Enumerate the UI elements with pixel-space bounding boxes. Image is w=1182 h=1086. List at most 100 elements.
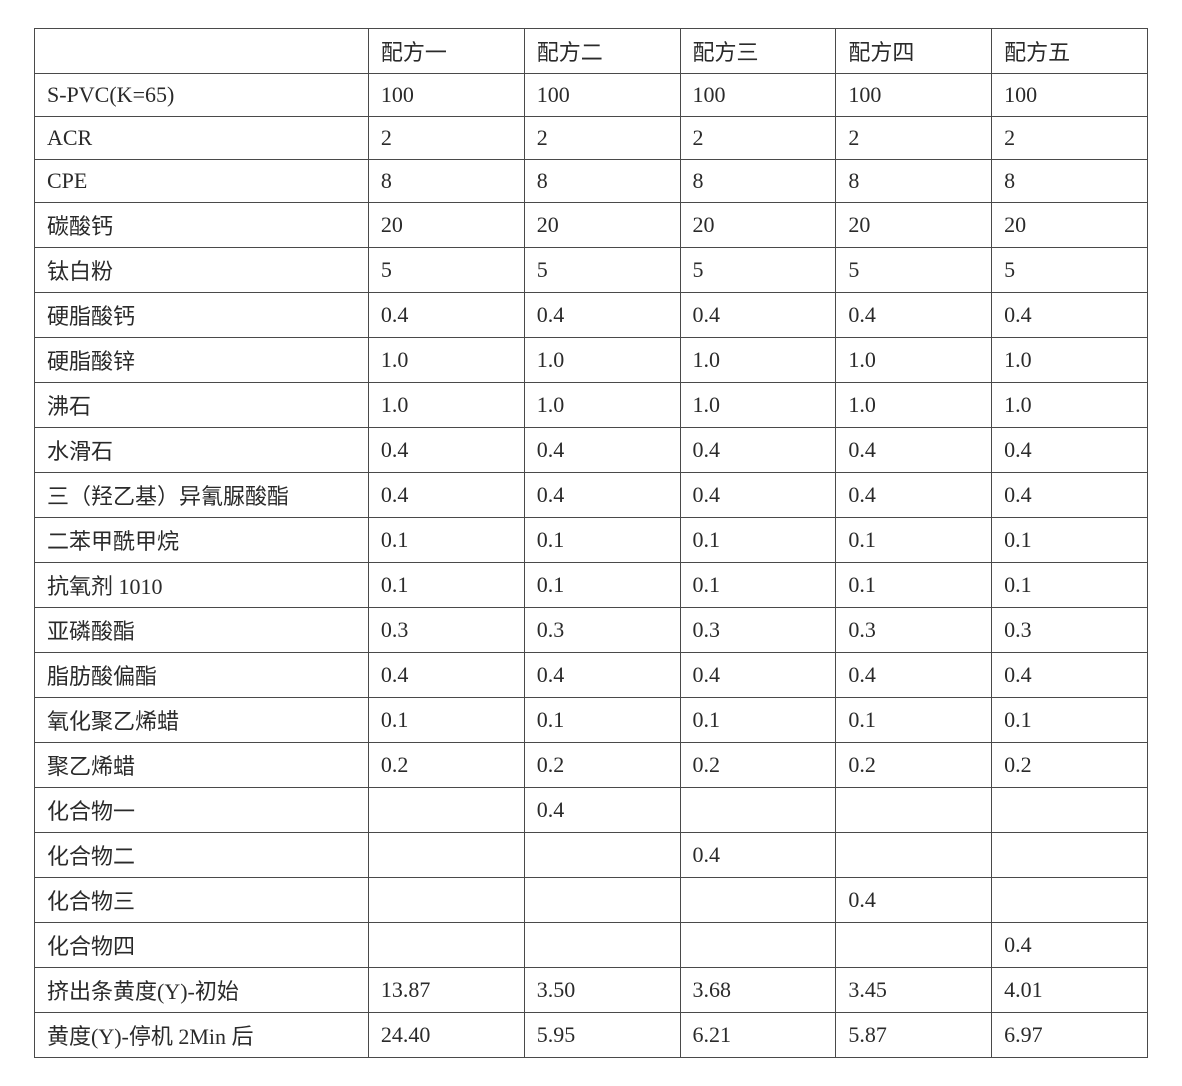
data-cell — [836, 923, 992, 968]
row-label-cell: 聚乙烯蜡 — [35, 743, 369, 788]
row-label-cell: 水滑石 — [35, 428, 369, 473]
data-cell — [680, 878, 836, 923]
row-label-cell: 硬脂酸锌 — [35, 338, 369, 383]
table-header-cell: 配方四 — [836, 29, 992, 74]
data-cell: 1.0 — [992, 338, 1148, 383]
table-row: 三（羟乙基）异氰脲酸酯0.40.40.40.40.4 — [35, 473, 1148, 518]
data-cell: 1.0 — [368, 383, 524, 428]
data-cell: 0.4 — [836, 653, 992, 698]
formulation-table: 配方一 配方二 配方三 配方四 配方五 S-PVC(K=65)100100100… — [34, 28, 1148, 1058]
data-cell: 0.4 — [524, 428, 680, 473]
row-label-cell: 抗氧剂 1010 — [35, 563, 369, 608]
data-cell: 1.0 — [524, 383, 680, 428]
row-label-cell: CPE — [35, 160, 369, 203]
data-cell: 0.4 — [680, 833, 836, 878]
data-cell: 20 — [680, 203, 836, 248]
data-cell: 1.0 — [836, 338, 992, 383]
data-cell: 100 — [368, 74, 524, 117]
data-cell — [368, 878, 524, 923]
table-row: 聚乙烯蜡0.20.20.20.20.2 — [35, 743, 1148, 788]
data-cell: 4.01 — [992, 968, 1148, 1013]
data-cell: 0.4 — [992, 923, 1148, 968]
data-cell: 0.3 — [680, 608, 836, 653]
data-cell: 8 — [368, 160, 524, 203]
data-cell: 5 — [992, 248, 1148, 293]
table-row: 沸石1.01.01.01.01.0 — [35, 383, 1148, 428]
data-cell: 0.4 — [524, 293, 680, 338]
table-row: 黄度(Y)-停机 2Min 后24.405.956.215.876.97 — [35, 1013, 1148, 1058]
table-row: 化合物二 0.4 — [35, 833, 1148, 878]
data-cell: 0.2 — [836, 743, 992, 788]
data-cell: 1.0 — [992, 383, 1148, 428]
data-cell: 5.87 — [836, 1013, 992, 1058]
data-cell: 20 — [836, 203, 992, 248]
row-label-cell: 黄度(Y)-停机 2Min 后 — [35, 1013, 369, 1058]
table-row: 化合物一0.4 — [35, 788, 1148, 833]
row-label-cell: 二苯甲酰甲烷 — [35, 518, 369, 563]
data-cell: 0.4 — [992, 473, 1148, 518]
data-cell: 0.3 — [524, 608, 680, 653]
data-cell: 0.2 — [992, 743, 1148, 788]
table-row: ACR22222 — [35, 117, 1148, 160]
data-cell: 0.4 — [524, 473, 680, 518]
data-cell: 0.4 — [992, 653, 1148, 698]
data-cell: 1.0 — [524, 338, 680, 383]
table-row: 化合物四0.4 — [35, 923, 1148, 968]
data-cell: 2 — [368, 117, 524, 160]
data-cell: 2 — [836, 117, 992, 160]
data-cell — [836, 833, 992, 878]
data-cell: 0.1 — [524, 518, 680, 563]
data-cell: 100 — [524, 74, 680, 117]
data-cell: 1.0 — [368, 338, 524, 383]
data-cell: 0.4 — [836, 428, 992, 473]
data-cell: 0.1 — [368, 518, 524, 563]
data-cell: 6.97 — [992, 1013, 1148, 1058]
data-cell: 5 — [836, 248, 992, 293]
table-row: 亚磷酸酯0.30.30.30.30.3 — [35, 608, 1148, 653]
data-cell: 1.0 — [836, 383, 992, 428]
data-cell: 8 — [836, 160, 992, 203]
data-cell: 0.4 — [368, 428, 524, 473]
table-row: 硬脂酸钙0.40.40.40.40.4 — [35, 293, 1148, 338]
data-cell: 0.1 — [368, 698, 524, 743]
data-cell: 100 — [992, 74, 1148, 117]
data-cell: 0.4 — [368, 473, 524, 518]
data-cell: 1.0 — [680, 338, 836, 383]
table-header-row: 配方一 配方二 配方三 配方四 配方五 — [35, 29, 1148, 74]
data-cell: 0.3 — [368, 608, 524, 653]
data-cell: 2 — [992, 117, 1148, 160]
data-cell: 0.1 — [680, 698, 836, 743]
data-cell: 5 — [368, 248, 524, 293]
table-row: 抗氧剂 10100.10.10.10.10.1 — [35, 563, 1148, 608]
data-cell: 0.1 — [836, 563, 992, 608]
data-cell — [992, 833, 1148, 878]
row-label-cell: 亚磷酸酯 — [35, 608, 369, 653]
data-cell: 20 — [368, 203, 524, 248]
data-cell: 100 — [836, 74, 992, 117]
row-label-cell: 氧化聚乙烯蜡 — [35, 698, 369, 743]
data-cell: 8 — [524, 160, 680, 203]
table-header-cell: 配方二 — [524, 29, 680, 74]
data-cell: 0.1 — [680, 563, 836, 608]
table-row: 脂肪酸偏酯0.40.40.40.40.4 — [35, 653, 1148, 698]
data-cell: 5 — [680, 248, 836, 293]
data-cell: 0.4 — [680, 653, 836, 698]
table-header-cell: 配方五 — [992, 29, 1148, 74]
row-label-cell: ACR — [35, 117, 369, 160]
table-row: 二苯甲酰甲烷0.10.10.10.10.1 — [35, 518, 1148, 563]
table-row: S-PVC(K=65)100100100100100 — [35, 74, 1148, 117]
data-cell — [524, 878, 680, 923]
data-cell: 1.0 — [680, 383, 836, 428]
data-cell: 0.4 — [992, 428, 1148, 473]
data-cell — [992, 878, 1148, 923]
data-cell: 0.2 — [680, 743, 836, 788]
data-cell: 0.2 — [524, 743, 680, 788]
data-cell: 3.68 — [680, 968, 836, 1013]
row-label-cell: 化合物二 — [35, 833, 369, 878]
row-label-cell: 化合物一 — [35, 788, 369, 833]
table-row: CPE88888 — [35, 160, 1148, 203]
data-cell: 3.50 — [524, 968, 680, 1013]
data-cell: 0.1 — [680, 518, 836, 563]
data-cell: 0.4 — [836, 473, 992, 518]
data-cell: 8 — [992, 160, 1148, 203]
